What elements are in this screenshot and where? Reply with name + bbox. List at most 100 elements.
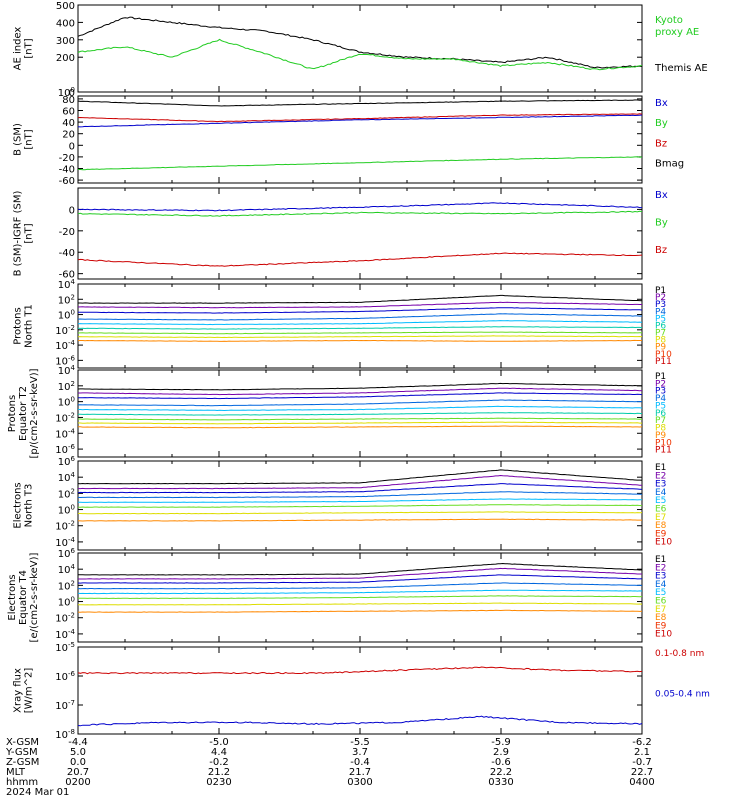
legend-entry: By: [655, 218, 668, 229]
series-line-p5: [78, 405, 643, 412]
series-line-e7: [78, 602, 643, 606]
legend-entry: By: [655, 118, 668, 129]
y-tick-label: 102: [58, 380, 75, 393]
y-axis-label: Protons: [7, 395, 18, 432]
legend-entry: E5: [655, 588, 666, 598]
legend-entry: Bx: [655, 98, 668, 109]
series-line-e3: [77, 483, 643, 494]
series-line-bz: [77, 113, 643, 123]
axis-cell: 0400: [629, 777, 654, 788]
series-line-e8: [77, 609, 643, 613]
series-line-bx: [77, 114, 643, 128]
legend-entry: E1: [655, 463, 666, 473]
y-tick-label: 10-6: [55, 354, 75, 367]
legend-entry: P1: [655, 286, 666, 296]
legend-entry: E7: [655, 605, 666, 615]
axis-cell: 21.7: [349, 767, 371, 778]
legend-entry: E8: [655, 613, 667, 623]
y-axis-label: Electrons: [13, 482, 24, 528]
y-tick-label: 100: [58, 309, 75, 322]
panel-bsm: [77, 95, 643, 184]
series-line-bz: [77, 252, 643, 267]
panel-ee4: [77, 552, 643, 643]
series-line-bmag: [77, 99, 643, 107]
legend-entry: proxy AE: [655, 27, 699, 38]
axis-cell: 22.2: [490, 767, 512, 778]
series-line-p1: [77, 382, 643, 391]
series-line-p7: [78, 417, 643, 421]
series-line-p6: [77, 326, 643, 330]
series-line-e2: [78, 474, 643, 490]
axis-cell: 21.2: [208, 767, 230, 778]
y-tick-label: 80: [62, 95, 75, 106]
axis-cell: 20.7: [67, 767, 89, 778]
legend-entry: E4: [655, 580, 667, 590]
series-line-e8: [77, 518, 642, 522]
series-line-e3: [77, 574, 643, 584]
axis-row-label: 2024 Mar 01: [6, 787, 69, 798]
series-line-p2: [78, 387, 643, 396]
y-axis-label: [p/(cm2-s-sr-keV)]: [29, 368, 40, 458]
legend-entry: Bz: [655, 138, 667, 149]
y-tick-label: 60: [62, 107, 75, 118]
legend-entry: P3: [655, 387, 666, 397]
series-line-e4: [77, 582, 643, 590]
series-line-p2: [77, 301, 642, 309]
y-tick-label: -20: [59, 227, 75, 238]
y-axis-label: [nT]: [24, 38, 35, 58]
legend-entry: P3: [655, 300, 666, 310]
legend-entry: E10: [655, 630, 672, 640]
y-tick-label: 0: [69, 141, 75, 152]
axis-cell: 5.0: [70, 747, 86, 758]
y-tick-label: 10-2: [55, 612, 75, 625]
series-line-p1: [78, 294, 643, 304]
y-tick-label: 10-8: [55, 728, 75, 741]
panel-frame: [77, 646, 643, 735]
series-line-p9: [78, 425, 643, 429]
series-line-p9: [77, 339, 643, 342]
axis-cell: -5.9: [491, 737, 511, 748]
axis-row-label: MLT: [6, 767, 26, 778]
axis-cell: -0.4: [350, 757, 370, 768]
panel-xray: [77, 646, 643, 735]
series-line-p3: [77, 392, 643, 400]
panel-frame: [77, 4, 643, 93]
legend-entry: P2: [655, 379, 666, 389]
series-line-p3: [78, 307, 643, 314]
legend-entry: E3: [655, 572, 666, 582]
y-tick-label: 300: [56, 36, 75, 47]
legend-entry: P5: [655, 401, 666, 411]
legend-entry: P4: [655, 394, 666, 404]
y-tick-label: 102: [58, 579, 75, 592]
y-tick-label: 104: [58, 563, 76, 576]
y-tick-label: 200: [56, 53, 75, 64]
legend-entry: P11: [655, 357, 672, 367]
axis-cell: 4.4: [211, 747, 227, 758]
legend-entry: E2: [655, 563, 666, 573]
y-tick-label: 106: [58, 547, 76, 560]
axis-cell: 22.7: [631, 767, 653, 778]
legend-entry: P8: [655, 424, 666, 434]
legend-entry: E4: [655, 488, 667, 498]
y-tick-label: -60: [59, 176, 75, 187]
y-tick-label: 10-4: [55, 628, 75, 641]
series-line-p7: [77, 331, 642, 335]
series-line-kyoto-proxy-ae: [77, 38, 643, 71]
series-line-e6: [77, 504, 643, 508]
axis-cell: 2.1: [634, 747, 650, 758]
axis-cell: 0200: [65, 777, 90, 788]
series-line-themis-ae: [77, 16, 643, 69]
y-tick-label: 10-4: [55, 536, 75, 549]
axis-row-label: Y-GSM: [5, 747, 38, 758]
legend-entry: Bz: [655, 245, 667, 256]
legend-entry: P1: [655, 372, 666, 382]
series-line-0.1-0.8-nm: [77, 666, 643, 675]
panel-pn1: [77, 283, 643, 369]
axis-cell: -0.2: [209, 757, 229, 768]
y-axis-label: Xray flux: [13, 668, 24, 713]
y-tick-label: 400: [56, 18, 75, 29]
axis-cell: -6.2: [632, 737, 652, 748]
panel-en3: [77, 460, 643, 551]
y-tick-label: 500: [56, 1, 75, 12]
